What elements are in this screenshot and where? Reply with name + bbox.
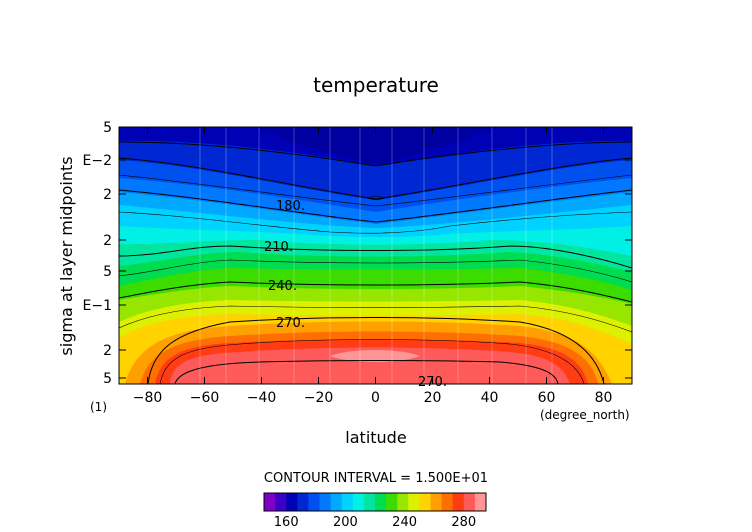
colorbar-ticks: 160 200 240 280 xyxy=(274,515,476,530)
band-blue-deep xyxy=(260,127,490,164)
y-tick-label: E−1 xyxy=(83,298,112,314)
y-axis-label: sigma at layer midpoints xyxy=(57,156,76,355)
contour-label: 270. xyxy=(276,316,305,331)
x-tick-label: 0 xyxy=(371,390,380,406)
plot-area xyxy=(119,127,632,384)
y-tick-label: 5 xyxy=(103,371,112,387)
contour-line xyxy=(119,259,632,283)
colorbar-swatch xyxy=(375,493,387,511)
x-tick-label: −80 xyxy=(133,390,163,406)
contour-line xyxy=(147,317,605,384)
colorbar-tick-label: 200 xyxy=(333,515,358,530)
contour-label: 240. xyxy=(268,279,297,294)
colorbar-tick-label: 280 xyxy=(451,515,476,530)
colorbar-swatch xyxy=(419,493,431,511)
contour-label: 180. xyxy=(276,199,305,214)
x-tick-label: −20 xyxy=(304,390,334,406)
colorbar-swatch xyxy=(474,493,487,511)
colorbar-swatch xyxy=(386,493,398,511)
contour-line xyxy=(119,157,632,200)
contour-line xyxy=(119,281,632,303)
contour-line xyxy=(367,196,385,200)
x-tick-label: 40 xyxy=(481,390,499,406)
contour-line xyxy=(119,141,632,167)
contour-line xyxy=(119,189,632,223)
contour-line xyxy=(119,211,632,234)
colorbar-swatch xyxy=(452,493,465,511)
colorbar-swatch xyxy=(441,493,454,511)
contour-line xyxy=(119,305,632,333)
x-tick-label: −60 xyxy=(190,390,220,406)
colorbar-swatch xyxy=(397,493,409,511)
x-tick-label: 60 xyxy=(538,390,556,406)
colorbar-swatch xyxy=(308,493,320,511)
colorbar-swatch xyxy=(286,493,298,511)
contour-line xyxy=(119,174,632,207)
colorbar-swatch xyxy=(341,493,354,511)
x-axis-label: latitude xyxy=(345,428,406,447)
colorbar-swatch xyxy=(463,493,476,511)
colorbar-swatch xyxy=(297,493,309,511)
y-tick-label: 2 xyxy=(103,343,112,359)
y-axis: 5 E−2 2 2 5 E−1 2 5 xyxy=(83,120,632,387)
y-tick-label: 2 xyxy=(103,187,112,203)
colorbar-swatch xyxy=(408,493,420,511)
x-tick-label: 20 xyxy=(424,390,442,406)
contour-lines xyxy=(119,141,632,384)
colorbar-swatch xyxy=(352,493,365,511)
colorbar-tick-label: 240 xyxy=(392,515,417,530)
contour-label: 210. xyxy=(264,240,293,255)
x-units-label: (degree_north) xyxy=(540,408,630,422)
colorbar-swatch xyxy=(264,493,276,511)
colorbar-swatch xyxy=(330,493,343,511)
page-marker: (1) xyxy=(90,400,107,414)
colorbar-tick-label: 160 xyxy=(274,515,299,530)
y-tick-label: 5 xyxy=(103,264,112,280)
colorbar-swatch xyxy=(319,493,331,511)
x-tick-label: −40 xyxy=(247,390,277,406)
contour-line xyxy=(119,245,632,269)
colorbar-swatch xyxy=(275,493,287,511)
chart-title: temperature xyxy=(313,73,439,97)
band-salmon xyxy=(170,347,570,384)
x-axis: −80 −60 −40 −20 0 20 40 60 80 xyxy=(133,127,613,406)
grid-columns xyxy=(199,127,553,384)
colorbar-frame xyxy=(263,492,487,512)
colorbar-swatch xyxy=(430,493,442,511)
band-pink xyxy=(330,350,420,362)
y-tick-label: E−2 xyxy=(83,153,112,169)
colorbar xyxy=(264,493,487,511)
y-tick-label: 5 xyxy=(103,120,112,136)
y-tick-label: 2 xyxy=(103,233,112,249)
contour-interval-label: CONTOUR INTERVAL = 1.500E+01 xyxy=(264,471,488,486)
colorbar-swatch xyxy=(363,493,376,511)
contour-line xyxy=(159,339,585,384)
x-tick-label: 80 xyxy=(595,390,613,406)
contour-line xyxy=(174,360,559,384)
